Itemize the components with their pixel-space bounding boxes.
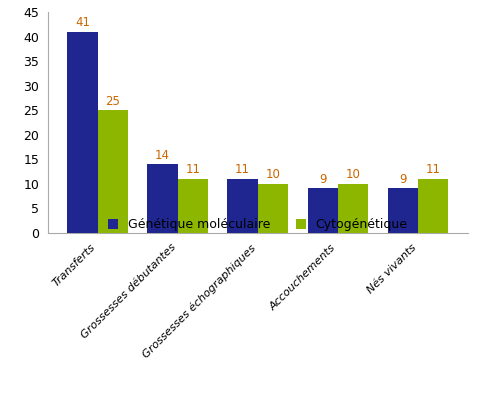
Legend: Génétique moléculaire, Cytogénétique: Génétique moléculaire, Cytogénétique (102, 212, 414, 237)
Text: 9: 9 (399, 173, 407, 186)
Text: 25: 25 (106, 95, 120, 107)
Bar (178, 179, 208, 233)
Text: 9: 9 (319, 173, 326, 186)
Text: 41: 41 (75, 16, 90, 29)
Text: 14: 14 (155, 148, 170, 162)
Bar (308, 188, 338, 233)
Bar (98, 110, 128, 233)
Bar (228, 179, 258, 233)
Text: 10: 10 (346, 168, 361, 181)
Bar (418, 179, 448, 233)
Text: 11: 11 (186, 163, 201, 176)
Text: 11: 11 (235, 163, 250, 176)
Bar (67, 32, 98, 233)
Bar (388, 188, 418, 233)
Text: 10: 10 (266, 168, 281, 181)
Bar (147, 164, 178, 233)
Text: 11: 11 (426, 163, 441, 176)
Bar (338, 184, 368, 233)
Bar (258, 184, 288, 233)
